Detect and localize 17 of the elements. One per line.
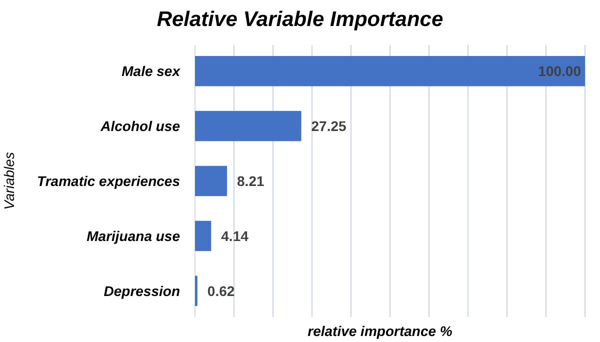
y-tick-label: Male sex (122, 63, 182, 79)
x-axis-title: relative importance % (308, 323, 453, 339)
data-label: 100.00 (538, 63, 582, 79)
bar (195, 110, 302, 142)
y-tick-label: Depression (104, 282, 180, 299)
data-label: 0.62 (207, 282, 235, 299)
data-label: 4.14 (221, 228, 249, 244)
y-tick-label: Tramatic experiences (37, 172, 180, 189)
data-label: 27.25 (311, 118, 347, 134)
y-tick-label: Marijuana use (86, 228, 180, 244)
bar (195, 56, 585, 86)
data-label: 8.21 (237, 172, 264, 189)
y-axis-title: Variables (1, 152, 17, 210)
chart-title: Relative Variable Importance (156, 8, 444, 31)
bar (195, 166, 228, 196)
bar (195, 220, 212, 252)
y-tick-label: Alcohol use (100, 118, 180, 134)
